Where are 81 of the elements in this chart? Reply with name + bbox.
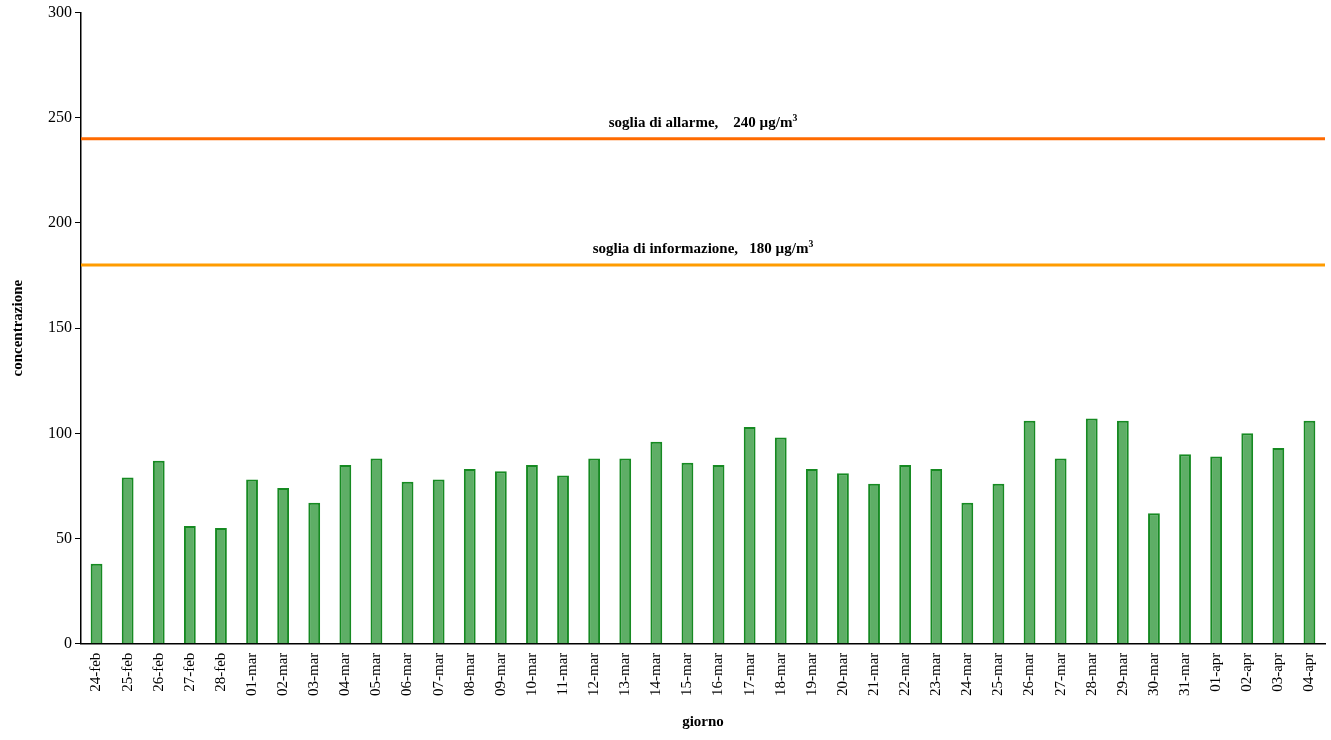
y-tick-label: 300 — [48, 2, 72, 20]
x-tick-label: 11-mar — [553, 652, 570, 696]
bar — [930, 469, 943, 644]
bar — [1272, 448, 1285, 644]
y-axis-title: concentrazione — [8, 279, 25, 377]
bar — [494, 471, 507, 644]
bar — [1116, 420, 1129, 644]
x-axis-title: giorno — [682, 712, 724, 729]
bar — [121, 477, 134, 644]
bar — [557, 475, 569, 644]
x-tick-label: 04-apr — [1300, 652, 1317, 692]
bar — [868, 483, 880, 644]
x-tick-label: 16-mar — [709, 652, 726, 697]
bar — [774, 437, 787, 644]
x-tick-label: 18-mar — [771, 652, 788, 697]
bar — [308, 502, 321, 644]
x-tick-label: 02-mar — [274, 652, 291, 697]
x-tick-label: 27-feb — [180, 652, 197, 692]
x-tick-label: 14-mar — [647, 652, 664, 697]
x-tick-label: 19-mar — [802, 652, 819, 697]
bar — [1148, 513, 1160, 644]
x-tick-label: 07-mar — [429, 652, 446, 697]
y-tick-label: 250 — [48, 107, 72, 125]
bar — [837, 473, 849, 644]
bar — [183, 525, 196, 644]
x-tick-label: 17-mar — [740, 652, 757, 697]
x-tick-label: 08-mar — [460, 652, 477, 697]
x-tick-label: 10-mar — [522, 652, 539, 697]
x-tick-label: 23-mar — [927, 652, 944, 697]
bar — [650, 441, 663, 644]
bar — [526, 464, 538, 644]
bar — [1085, 418, 1098, 644]
y-tick-label: 100 — [48, 423, 72, 441]
x-tick-label: 26-mar — [1020, 652, 1037, 697]
x-tick-label: 30-mar — [1144, 652, 1161, 697]
x-tick-label: 25-mar — [989, 652, 1006, 697]
x-tick-label: 29-mar — [1113, 652, 1130, 697]
x-tick-label: 21-mar — [864, 652, 881, 697]
bar — [1210, 456, 1223, 644]
bar — [463, 469, 476, 644]
bar — [743, 427, 756, 644]
bar — [432, 479, 445, 644]
bar — [961, 502, 974, 644]
x-tick-label: 05-mar — [367, 652, 384, 697]
x-tick-label: 22-mar — [896, 652, 913, 697]
x-tick-label: 26-feb — [149, 652, 166, 692]
x-tick-label: 02-apr — [1238, 652, 1255, 692]
x-tick-label: 01-mar — [242, 652, 259, 697]
bar — [1179, 454, 1191, 644]
bar — [805, 469, 818, 644]
x-tick-label: 06-mar — [398, 652, 415, 697]
x-tick-label: 03-mar — [305, 652, 322, 697]
bar — [1241, 433, 1254, 644]
bar — [215, 527, 227, 644]
bar — [277, 488, 290, 644]
bar — [619, 458, 632, 644]
x-tick-label: 24-feb — [87, 652, 104, 692]
x-tick-label: 09-mar — [491, 652, 508, 697]
x-tick-label: 27-mar — [1051, 652, 1068, 697]
y-tick-label: 150 — [48, 318, 72, 336]
x-tick-label: 13-mar — [616, 652, 633, 697]
x-tick-label: 25-feb — [118, 652, 135, 692]
x-tick-label: 24-mar — [958, 652, 975, 697]
x-tick-label: 20-mar — [833, 652, 850, 697]
x-tick-label: 31-mar — [1175, 652, 1192, 697]
x-tick-label: 01-apr — [1207, 652, 1224, 692]
bar — [246, 479, 258, 644]
y-tick-label: 0 — [64, 633, 72, 651]
x-tick-label: 03-apr — [1269, 652, 1286, 692]
x-tick-label: 04-mar — [336, 652, 353, 697]
x-tick-label: 28-feb — [211, 652, 228, 692]
x-tick-label: 28-mar — [1082, 652, 1099, 697]
x-tick-label: 15-mar — [678, 652, 695, 697]
bar — [899, 464, 912, 644]
bar — [1054, 458, 1067, 644]
bar — [152, 460, 165, 644]
y-tick-label: 50 — [56, 528, 72, 546]
bar — [588, 458, 601, 644]
x-tick-label: 12-mar — [585, 652, 602, 697]
bar — [339, 464, 352, 644]
y-tick-label: 200 — [48, 213, 72, 231]
